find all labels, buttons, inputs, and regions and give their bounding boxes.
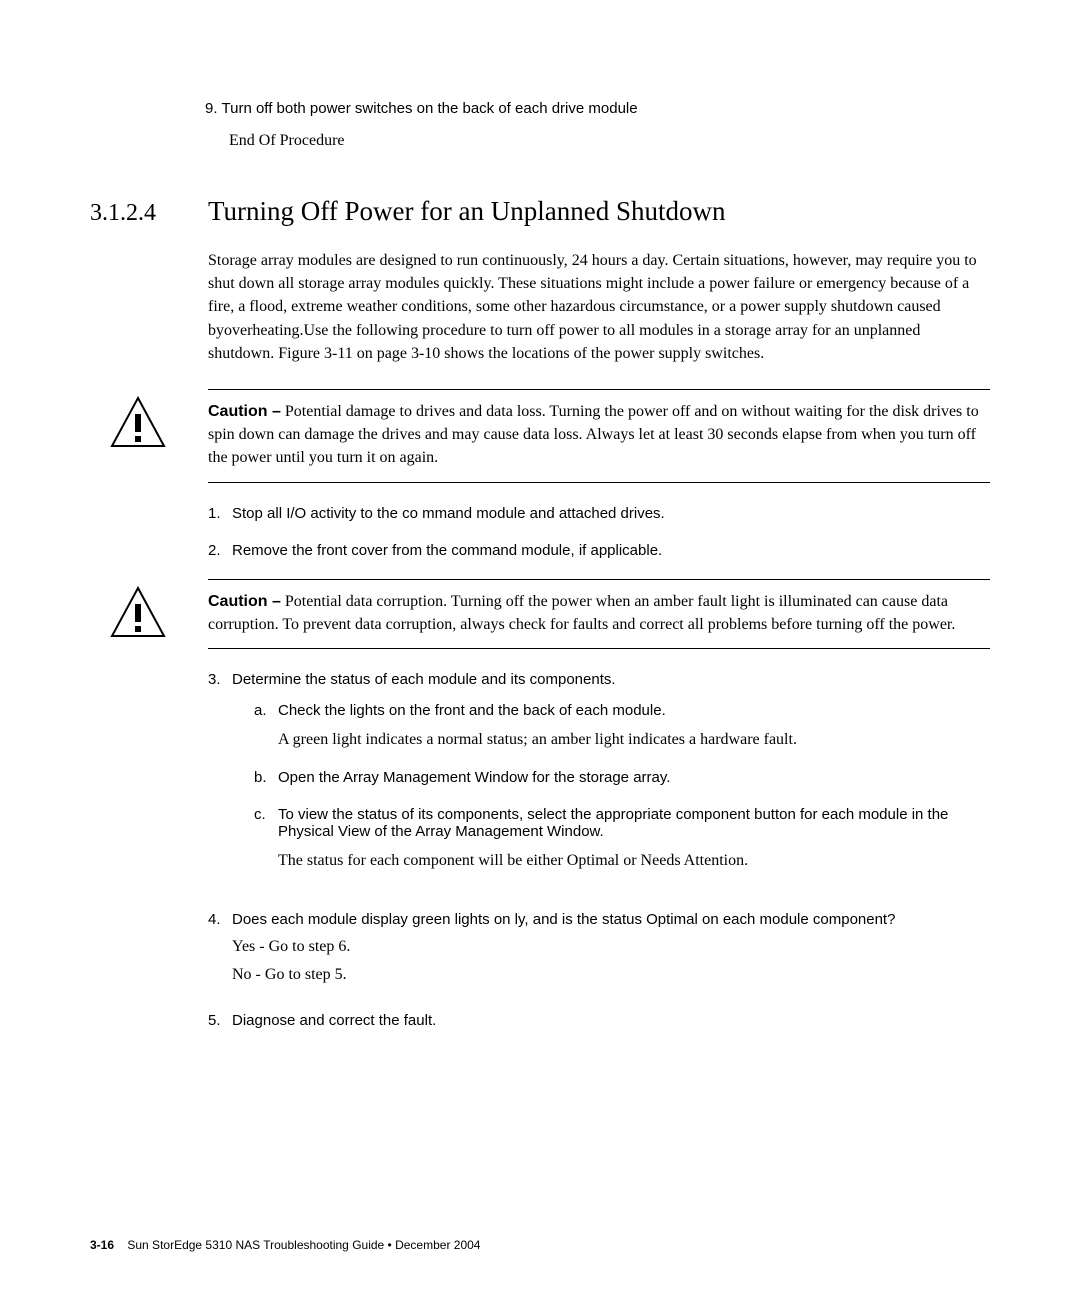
step-5-text: Diagnose and correct the fault. (232, 1012, 990, 1029)
step-2-text: Remove the front cover from the command … (232, 542, 990, 559)
step-2: 2. Remove the front cover from the comma… (208, 542, 990, 559)
footer-page: 3-16 (90, 1238, 114, 1252)
step-3c-body: The status for each component will be ei… (278, 850, 990, 872)
step-3a-letter: a. (254, 702, 278, 719)
section-num: 3.1.2.4 (90, 200, 208, 227)
caution-block-1: Caution – Potential damage to drives and… (208, 389, 990, 483)
step-3c-letter: c. (254, 806, 278, 840)
step-4-yes: Yes - Go to step 6. (232, 936, 990, 958)
top-step-text: Turn off both power switches on the back… (222, 100, 638, 117)
warning-icon (108, 396, 168, 450)
step-1: 1. Stop all I/O activity to the co mmand… (208, 505, 990, 522)
section-title: Turning Off Power for an Unplanned Shutd… (208, 196, 725, 227)
step-2-num: 2. (208, 542, 232, 559)
step-3-num: 3. (208, 671, 232, 891)
step-3: 3. Determine the status of each module a… (208, 671, 990, 891)
steps-list-2: 3. Determine the status of each module a… (208, 671, 990, 1030)
step-3a: a. Check the lights on the front and the… (254, 702, 990, 719)
warning-icon (108, 586, 168, 640)
step-3b-text: Open the Array Management Window for the… (278, 769, 670, 786)
caution-text-1: Potential damage to drives and data loss… (208, 403, 979, 466)
step-3b-letter: b. (254, 769, 278, 786)
footer-title: Sun StorEdge 5310 NAS Troubleshooting Gu… (127, 1238, 480, 1252)
intro-paragraph: Storage array modules are designed to ru… (208, 249, 990, 365)
page-footer: 3-16 Sun StorEdge 5310 NAS Troubleshooti… (90, 1238, 480, 1252)
step-3a-text: Check the lights on the front and the ba… (278, 702, 666, 719)
step-5-num: 5. (208, 1012, 232, 1029)
caution-label-2: Caution – (208, 593, 281, 610)
step-3-substeps: a. Check the lights on the front and the… (232, 702, 990, 873)
step-3b: b. Open the Array Management Window for … (254, 769, 990, 786)
top-step-num: 9. (205, 100, 218, 117)
end-of-procedure: End Of Procedure (229, 132, 990, 150)
step-4-no: No - Go to step 5. (232, 964, 990, 986)
caution-label-1: Caution – (208, 403, 281, 420)
step-3c-text: To view the status of its components, se… (278, 806, 990, 840)
step-4-text: Does each module display green lights on… (232, 911, 990, 928)
step-1-num: 1. (208, 505, 232, 522)
step-3a-body: A green light indicates a normal status;… (278, 729, 990, 751)
top-step: 9. Turn off both power switches on the b… (205, 100, 990, 118)
step-3-text: Determine the status of each module and … (232, 671, 990, 688)
step-5: 5. Diagnose and correct the fault. (208, 1012, 990, 1029)
steps-list: 1. Stop all I/O activity to the co mmand… (208, 505, 990, 559)
section-heading: 3.1.2.4 Turning Off Power for an Unplann… (90, 196, 990, 227)
step-4: 4. Does each module display green lights… (208, 911, 990, 993)
step-1-text: Stop all I/O activity to the co mmand mo… (232, 505, 990, 522)
step-3c: c. To view the status of its components,… (254, 806, 990, 840)
caution-block-2: Caution – Potential data corruption. Tur… (208, 579, 990, 649)
caution-text-2: Potential data corruption. Turning off t… (208, 593, 955, 633)
step-4-num: 4. (208, 911, 232, 993)
